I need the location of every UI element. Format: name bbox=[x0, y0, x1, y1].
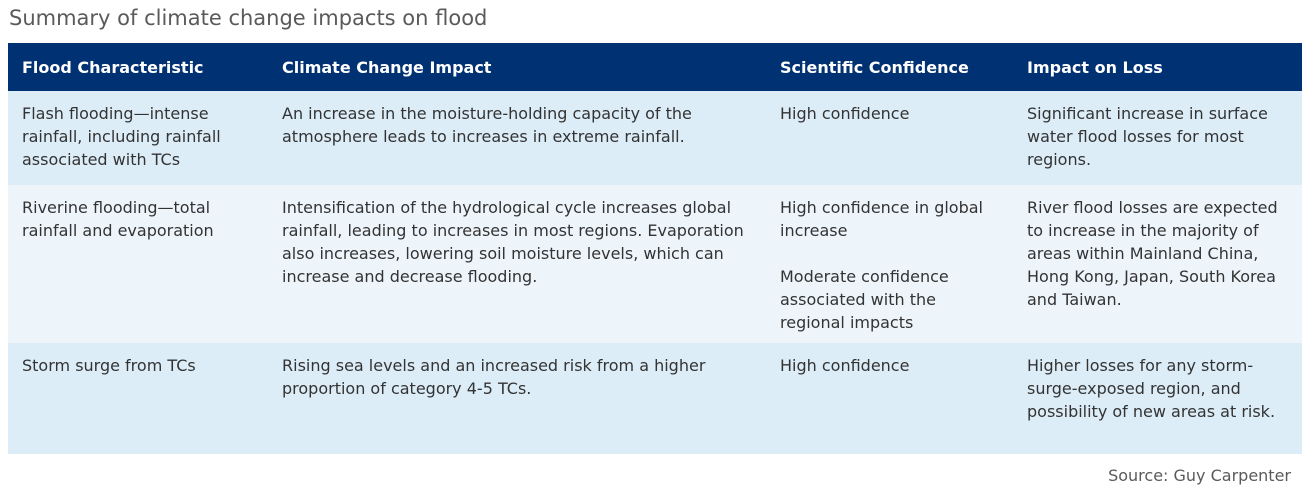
table-row: Flash flooding—intense rainfall, includi… bbox=[8, 91, 1302, 185]
climate-impact-cell: Intensification of the hydrological cycl… bbox=[268, 185, 766, 343]
flood-impacts-table: Flood Characteristic Climate Change Impa… bbox=[8, 43, 1302, 454]
loss-impact-cell: River flood losses are expected to incre… bbox=[1013, 185, 1302, 343]
column-header-climate-change-impact: Climate Change Impact bbox=[268, 43, 766, 91]
confidence-note: Moderate confidence associated with the … bbox=[780, 267, 949, 332]
loss-impact-cell: Higher losses for any storm-surge-expose… bbox=[1013, 343, 1302, 454]
flood-characteristic-cell: Flash flooding—intense rainfall, includi… bbox=[8, 91, 268, 185]
table-header-row: Flood Characteristic Climate Change Impa… bbox=[8, 43, 1302, 91]
confidence-cell: High confidence in global increase Moder… bbox=[766, 185, 1013, 343]
page-title: Summary of climate change impacts on flo… bbox=[9, 6, 488, 30]
column-header-flood-characteristic: Flood Characteristic bbox=[8, 43, 268, 91]
table-row: Storm surge from TCs Rising sea levels a… bbox=[8, 343, 1302, 454]
column-header-scientific-confidence: Scientific Confidence bbox=[766, 43, 1013, 91]
column-header-impact-on-loss: Impact on Loss bbox=[1013, 43, 1302, 91]
source-caption: Source: Guy Carpenter bbox=[1108, 466, 1291, 485]
loss-impact-cell: Significant increase in surface water fl… bbox=[1013, 91, 1302, 185]
confidence-cell: High confidence bbox=[766, 91, 1013, 185]
confidence-cell: High confidence bbox=[766, 343, 1013, 454]
climate-impact-cell: An increase in the moisture-holding capa… bbox=[268, 91, 766, 185]
flood-characteristic-cell: Storm surge from TCs bbox=[8, 343, 268, 454]
table-row: Riverine flooding—total rainfall and eva… bbox=[8, 185, 1302, 343]
flood-characteristic-cell: Riverine flooding—total rainfall and eva… bbox=[8, 185, 268, 343]
climate-impact-cell: Rising sea levels and an increased risk … bbox=[268, 343, 766, 454]
confidence-text: High confidence in global increase bbox=[780, 198, 983, 240]
